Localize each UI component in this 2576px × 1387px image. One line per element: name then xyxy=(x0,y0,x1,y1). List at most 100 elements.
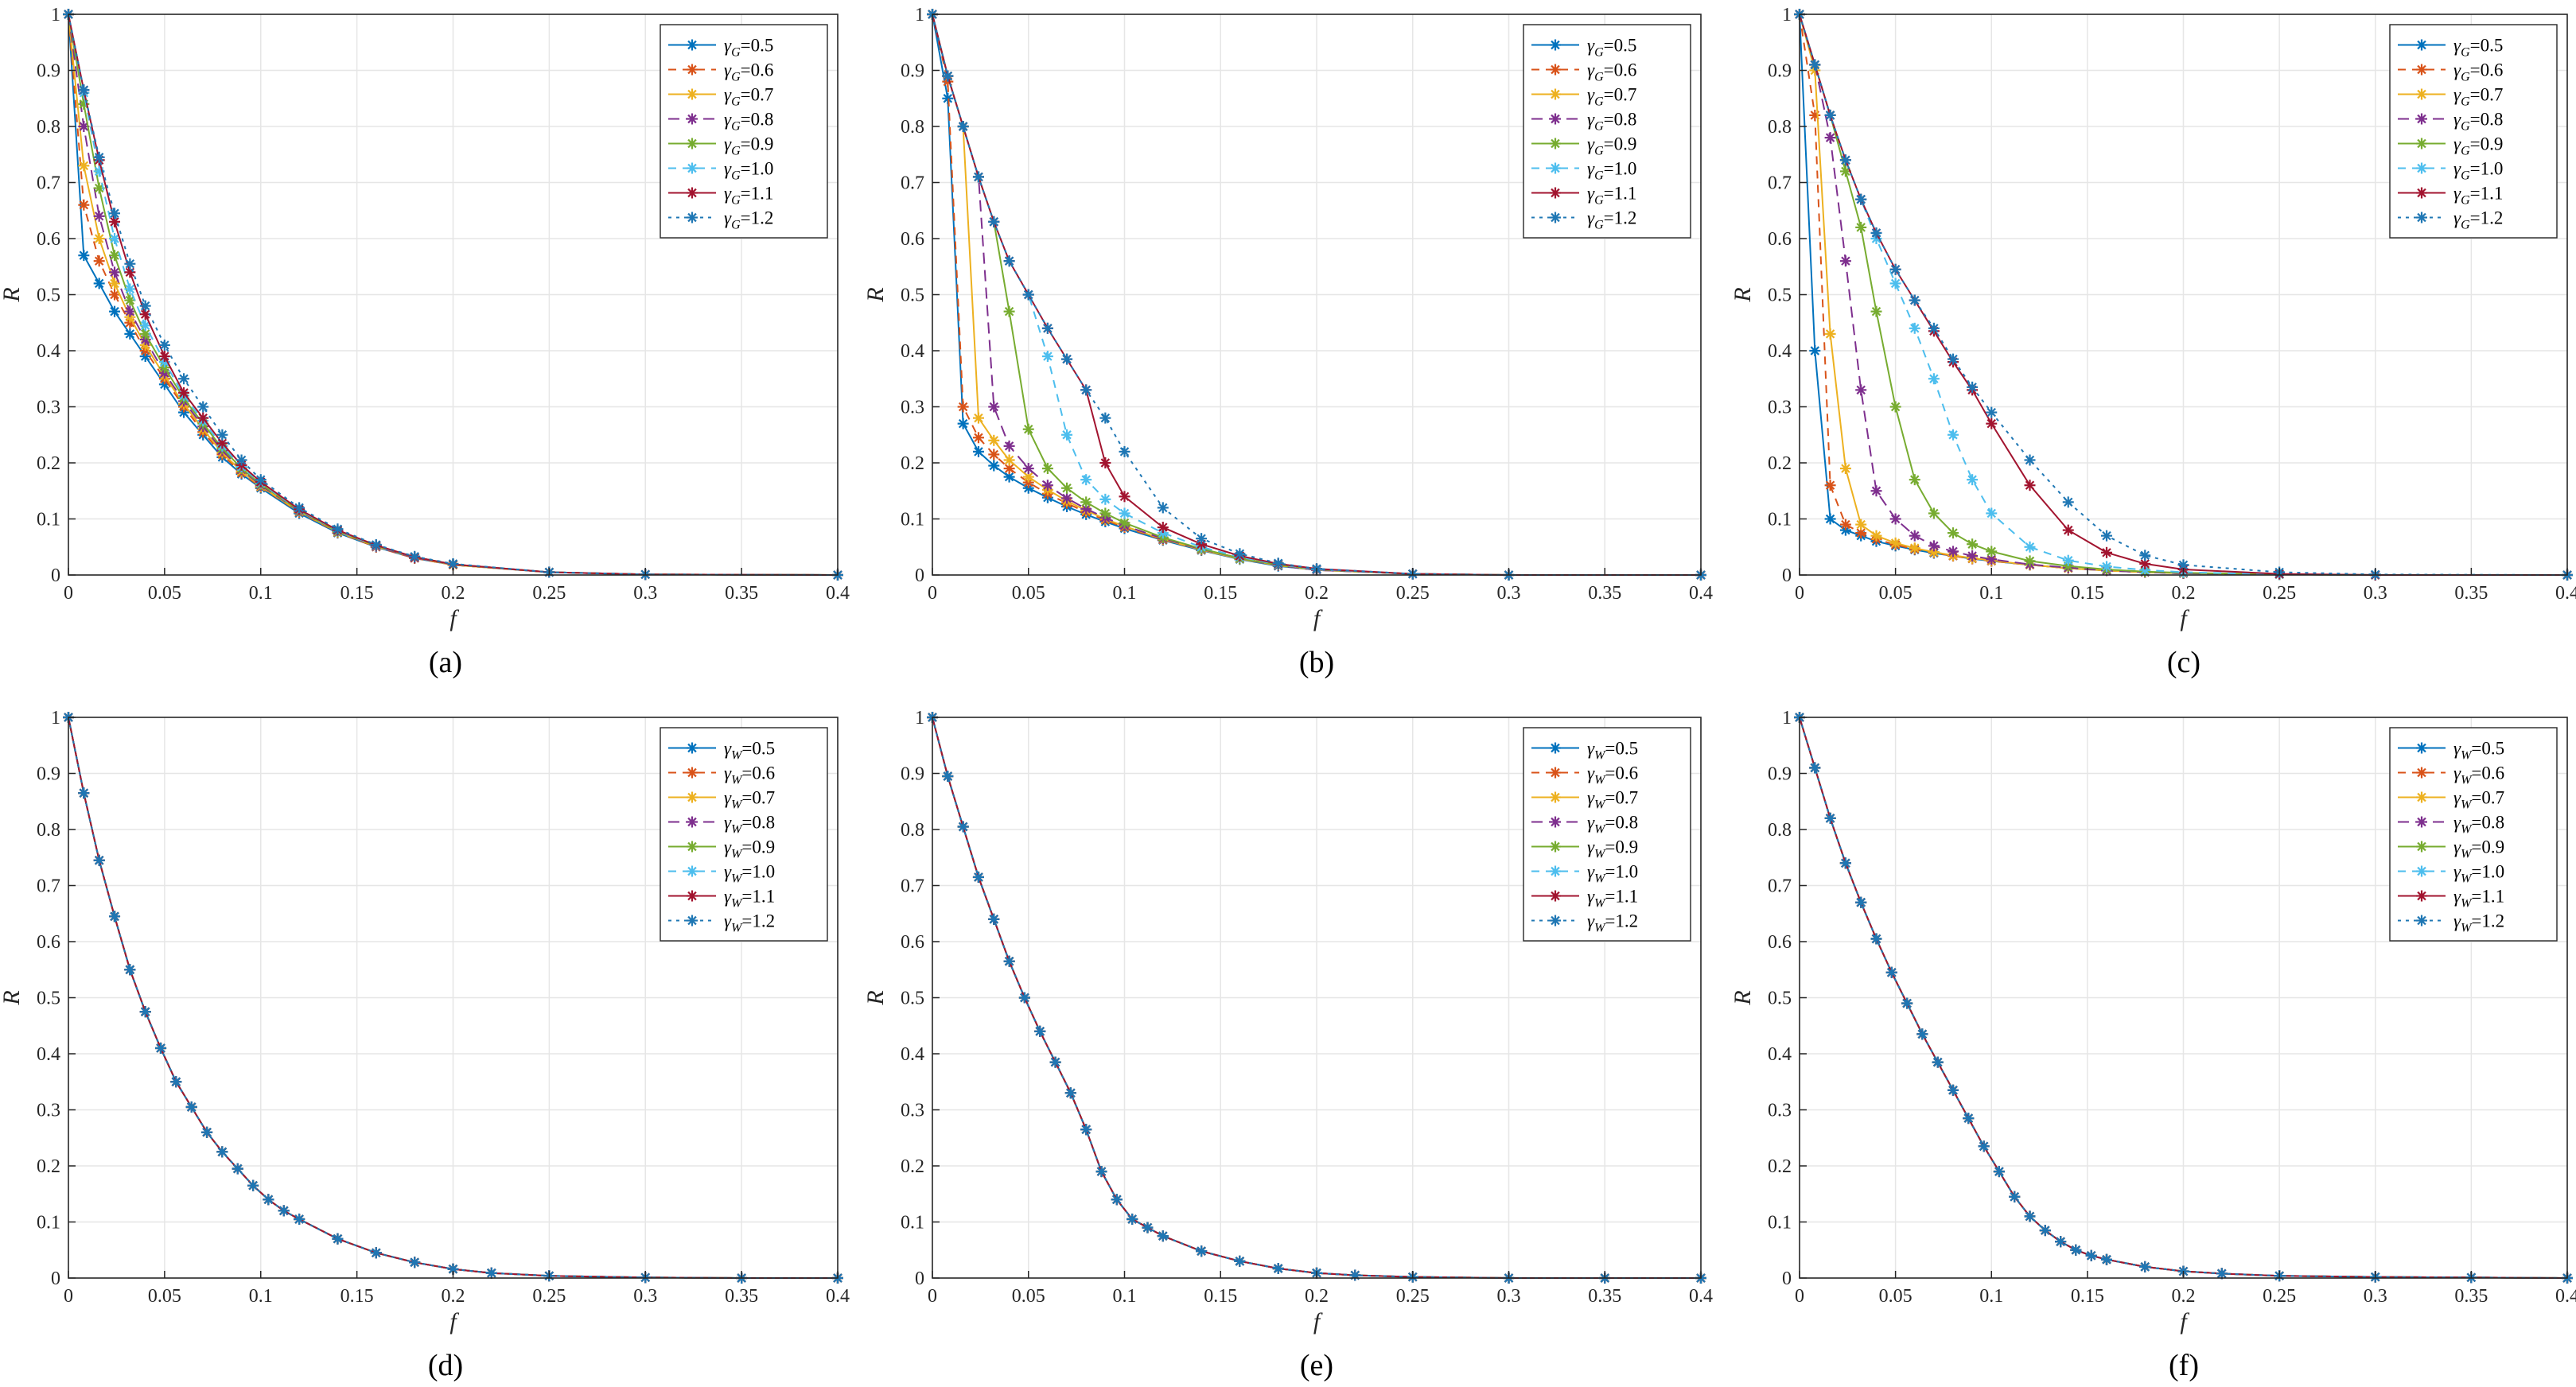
data-point xyxy=(942,70,954,82)
legend-box xyxy=(1523,24,1691,239)
data-point xyxy=(942,92,954,104)
legend-symbol: γ xyxy=(2453,134,2461,154)
legend-subscript: W xyxy=(2461,922,2473,935)
y-axis-label: R xyxy=(1730,287,1756,302)
legend-subscript: W xyxy=(2461,848,2473,861)
legend-value: =0.6 xyxy=(1605,763,1638,783)
legend-value: =0.8 xyxy=(741,813,775,833)
legend-item: γW=0.8 xyxy=(2398,813,2504,837)
data-point xyxy=(1909,542,1920,554)
data-point xyxy=(1003,255,1015,267)
legend-item: γG=1.2 xyxy=(1531,208,1636,232)
data-point xyxy=(1003,955,1015,967)
data-point xyxy=(2062,496,2074,508)
data-point xyxy=(1824,328,1836,340)
data-point xyxy=(124,294,136,306)
legend-label: γG=1.1 xyxy=(2453,184,2503,208)
legend-symbol: γ xyxy=(724,184,732,204)
legend-value: =1.1 xyxy=(2470,184,2504,204)
x-tick-label: 0.3 xyxy=(633,1286,657,1307)
legend-subscript: W xyxy=(2461,774,2473,787)
legend-item: γG=0.9 xyxy=(668,134,773,158)
data-point xyxy=(155,1042,167,1054)
legend-marker xyxy=(1550,64,1561,76)
legend-value: =1.0 xyxy=(741,159,774,179)
legend-marker xyxy=(1550,88,1561,100)
y-tick-label: 0.3 xyxy=(37,1101,60,1121)
y-tick-label: 0.7 xyxy=(37,173,60,194)
legend-subscript: G xyxy=(2461,194,2470,208)
data-point xyxy=(109,266,121,278)
data-point xyxy=(972,171,984,183)
x-tick-label: 0.05 xyxy=(1879,583,1913,604)
data-point xyxy=(2101,1253,2112,1265)
legend: γG=0.5γG=0.6γG=0.7γG=0.8γG=0.9γG=1.0γG=1… xyxy=(660,24,828,239)
legend-symbol: γ xyxy=(1587,134,1595,154)
legend-marker xyxy=(687,865,698,877)
y-tick-label: 0.3 xyxy=(901,398,924,418)
legend-item: γW=0.8 xyxy=(668,813,775,837)
legend-value: =0.7 xyxy=(741,85,774,105)
data-point xyxy=(1064,1087,1076,1099)
legend-item: γG=0.8 xyxy=(2398,110,2503,134)
legend-value: =0.8 xyxy=(741,110,774,130)
legend-symbol: γ xyxy=(724,159,732,179)
legend-value: =1.1 xyxy=(741,184,774,204)
data-point xyxy=(247,1179,259,1191)
legend-value: =0.6 xyxy=(741,763,775,783)
legend-value: =0.5 xyxy=(1605,739,1638,759)
legend-label: γG=1.0 xyxy=(2453,159,2503,183)
y-tick-label: 0.7 xyxy=(37,876,60,897)
legend-marker xyxy=(687,64,698,76)
x-tick-label: 0.35 xyxy=(725,583,758,604)
y-tick-label: 0.9 xyxy=(37,764,60,785)
legend-marker xyxy=(687,841,698,853)
y-tick-label: 0.2 xyxy=(1768,1156,1792,1177)
data-point xyxy=(1034,1025,1046,1037)
data-point xyxy=(1142,1222,1154,1234)
legend-value: =1.0 xyxy=(741,862,775,882)
x-tick-label: 0.4 xyxy=(826,583,850,604)
data-point xyxy=(2024,541,2036,553)
series-7 xyxy=(1794,712,2573,1284)
data-point xyxy=(1061,482,1073,494)
legend-subscript: G xyxy=(731,169,741,183)
y-tick-label: 0.3 xyxy=(1768,1101,1792,1121)
data-point xyxy=(1824,513,1836,525)
data-point xyxy=(1099,457,1111,468)
legend-label: γG=1.0 xyxy=(724,159,773,183)
legend-item: γW=1.2 xyxy=(668,911,775,935)
legend-label: γG=0.6 xyxy=(724,60,773,84)
data-point xyxy=(1127,1213,1138,1225)
legend-symbol: γ xyxy=(724,837,732,857)
legend-marker xyxy=(2416,64,2427,76)
legend-value: =0.5 xyxy=(1604,36,1637,56)
y-tick-label: 0.9 xyxy=(37,61,60,82)
legend-box xyxy=(660,24,828,239)
legend-marker xyxy=(2416,88,2427,100)
data-point xyxy=(93,151,105,163)
chart-panel-c: 0 0.05 0.1 0.15 0.2 0.25 0.3 0.35 0.4 0 0.1 0.2 0.3 0… xyxy=(1730,5,2576,679)
x-tick-label: 0.25 xyxy=(2263,1286,2296,1307)
legend-box xyxy=(2389,727,2558,942)
legend-symbol: γ xyxy=(2453,813,2461,833)
legend-value: =1.2 xyxy=(2471,911,2504,931)
legend-subscript: G xyxy=(1594,95,1604,109)
x-tick-label: 0.05 xyxy=(1012,1286,1045,1307)
data-point xyxy=(1119,445,1130,457)
legend-subscript: W xyxy=(1594,774,1606,787)
y-tick-label: 0.2 xyxy=(37,453,60,474)
legend-item: γG=0.6 xyxy=(2398,60,2503,84)
data-point xyxy=(1157,522,1169,534)
legend-value: =0.8 xyxy=(2470,110,2504,130)
legend-subscript: G xyxy=(731,95,741,109)
chart-panel-f: 0 0.05 0.1 0.15 0.2 0.25 0.3 0.35 0.4 0 0.1 0.2 0.3 0… xyxy=(1730,708,2576,1382)
y-tick-label: 0.9 xyxy=(901,764,924,785)
legend-marker xyxy=(687,816,698,828)
legend-item: γG=0.8 xyxy=(668,110,773,134)
legend-value: =1.0 xyxy=(1605,862,1638,882)
data-point xyxy=(124,305,136,317)
legend-marker xyxy=(2416,791,2427,803)
legend-label: γW=1.2 xyxy=(724,911,775,935)
chart-panel-e: 0 0.05 0.1 0.15 0.2 0.25 0.3 0.35 0.4 0 0.1 0.2 0.3 0… xyxy=(862,708,1713,1382)
